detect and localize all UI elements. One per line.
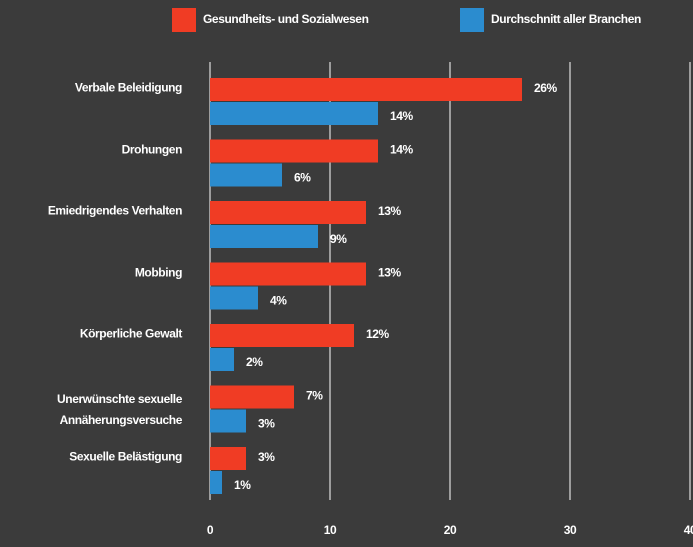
data-label: 6% [294,171,311,185]
data-label: 26% [534,81,558,95]
data-label: 3% [258,450,275,464]
bar [210,201,366,224]
data-label: 12% [366,327,390,341]
bar [210,139,378,163]
data-label: 1% [234,478,251,492]
data-label: 4% [270,294,287,308]
data-label: 13% [378,204,402,218]
category-label: Drohungen [121,142,183,156]
bar [210,78,522,101]
category-label: Unerwünschte sexuelle Annäherungsversuch… [57,391,182,427]
data-label: 7% [306,389,323,403]
bar [210,385,294,409]
data-label: 14% [390,143,414,157]
data-label: 9% [330,232,347,246]
legend-swatch [460,8,484,32]
bar [210,262,366,286]
bar [210,163,282,187]
category-label: Mobbing [134,265,183,279]
x-tick-label: 10 [324,523,337,537]
bar [210,348,234,371]
data-label: 3% [258,417,275,431]
x-tick-label: 40 [684,523,693,537]
category-label: Sexuelle Belästigung [69,449,182,464]
bar [210,324,354,347]
bar [210,286,258,310]
bar [210,409,246,433]
legend-label: Gesundheits- und Sozialwesen [203,12,369,26]
legend-label: Durchschnitt aller Branchen [491,12,641,26]
legend-swatch [172,8,196,32]
data-label: 14% [390,109,414,123]
x-tick-label: 20 [444,523,457,537]
data-label: 13% [378,266,402,280]
category-label: Verbale Beleidigung [74,80,183,95]
bar [210,471,222,494]
bar [210,447,246,470]
category-label: Körperliche Gewalt [79,326,183,341]
x-tick-label: 0 [207,523,214,537]
category-label: Emiedrigendes Verhalten [47,203,183,218]
bar [210,102,378,125]
data-label: 2% [246,355,263,369]
bar [210,225,318,248]
x-tick-label: 30 [564,523,577,537]
